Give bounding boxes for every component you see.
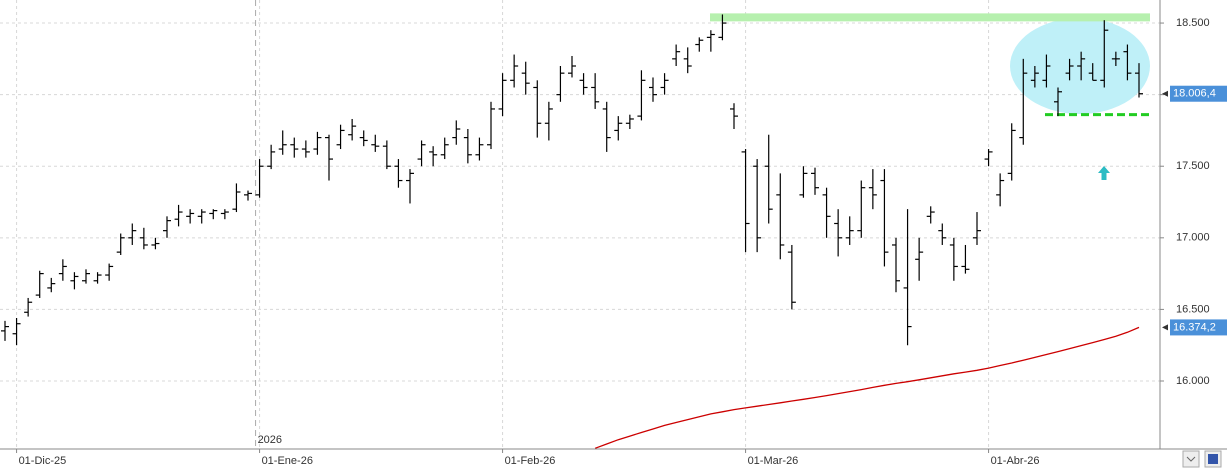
price-tag-label: 18.006,4 xyxy=(1173,88,1216,100)
price-tag xyxy=(1170,85,1227,102)
grid xyxy=(0,0,1160,449)
zoom-button[interactable] xyxy=(1182,450,1200,468)
save-icon xyxy=(1208,454,1218,464)
x-tick-label: 01-Feb-26 xyxy=(505,455,556,467)
y-tick-label: 16.000 xyxy=(1176,375,1210,387)
price-tag-label: 16.374,2 xyxy=(1173,321,1216,333)
zoom-icon xyxy=(1186,456,1196,462)
x-tick-label: 01-Mar-26 xyxy=(748,455,799,467)
price-tag xyxy=(1170,319,1227,336)
x-tick-label: 01-Abr-26 xyxy=(991,455,1040,467)
y-tick-label: 16.500 xyxy=(1176,303,1210,315)
y-tick-label: 17.000 xyxy=(1176,232,1210,244)
x-tick-label: 01-Dic-25 xyxy=(19,455,67,467)
x-tick-label: 01-Ene-26 xyxy=(262,455,313,467)
y-tick-label: 18.500 xyxy=(1176,17,1210,29)
y-tick-label: 17.500 xyxy=(1176,160,1210,172)
plot xyxy=(1,13,1150,449)
price-tag-pointer xyxy=(1162,90,1168,97)
moving-average-line xyxy=(594,326,1140,449)
up-arrow xyxy=(1098,166,1110,180)
year-label: 2026 xyxy=(258,434,282,446)
axes: 16.00016.50017.00017.50018.00018.50001-D… xyxy=(16,17,1227,467)
price-tag-pointer xyxy=(1162,324,1168,331)
